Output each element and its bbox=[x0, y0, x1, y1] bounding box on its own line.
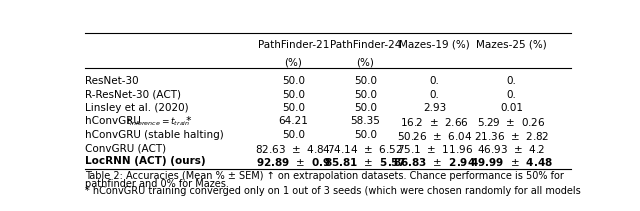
Text: (%): (%) bbox=[284, 58, 302, 68]
Text: ConvGRU (ACT): ConvGRU (ACT) bbox=[85, 143, 166, 153]
Text: Linsley et al. (2020): Linsley et al. (2020) bbox=[85, 103, 189, 113]
Text: ResNet-30: ResNet-30 bbox=[85, 77, 139, 87]
Text: LocRNN (ACT) (ours): LocRNN (ACT) (ours) bbox=[85, 156, 205, 166]
Text: 50.0: 50.0 bbox=[354, 90, 377, 100]
Text: 64.21: 64.21 bbox=[278, 116, 308, 126]
Text: 50.0: 50.0 bbox=[282, 103, 305, 113]
Text: PathFinder-24: PathFinder-24 bbox=[330, 40, 401, 50]
Text: 21.36  $\pm$  2.82: 21.36 $\pm$ 2.82 bbox=[474, 130, 549, 142]
Text: 50.0: 50.0 bbox=[282, 77, 305, 87]
Text: hConvGRU (stable halting): hConvGRU (stable halting) bbox=[85, 130, 224, 140]
Text: 0.: 0. bbox=[429, 90, 440, 100]
Text: * hConvGRU training converged only on 1 out of 3 seeds (which were chosen random: * hConvGRU training converged only on 1 … bbox=[85, 187, 580, 196]
Text: 50.0: 50.0 bbox=[282, 90, 305, 100]
Text: Mazes-19 (%): Mazes-19 (%) bbox=[399, 40, 470, 50]
Text: hConvGRU: hConvGRU bbox=[85, 116, 144, 126]
Text: 0.: 0. bbox=[507, 90, 516, 100]
Text: (%): (%) bbox=[356, 58, 374, 68]
Text: pathfinder and 0% for Mazes.: pathfinder and 0% for Mazes. bbox=[85, 179, 229, 189]
Text: 82.63  $\pm$  4.84: 82.63 $\pm$ 4.84 bbox=[255, 143, 332, 155]
Text: 50.0: 50.0 bbox=[354, 103, 377, 113]
Text: 86.83  $\pm$  2.94: 86.83 $\pm$ 2.94 bbox=[393, 156, 476, 168]
Text: 75.1  $\pm$  11.96: 75.1 $\pm$ 11.96 bbox=[397, 143, 473, 155]
Text: 50.0: 50.0 bbox=[354, 77, 377, 87]
Text: 0.: 0. bbox=[429, 77, 440, 87]
Text: 0.01: 0.01 bbox=[500, 103, 523, 113]
Text: 50.26  $\pm$  6.04: 50.26 $\pm$ 6.04 bbox=[397, 130, 472, 142]
Text: R-ResNet-30 (ACT): R-ResNet-30 (ACT) bbox=[85, 90, 181, 100]
Text: Table 2: Accuracies (Mean % ± SEM) ↑ on extrapolation datasets. Chance performan: Table 2: Accuracies (Mean % ± SEM) ↑ on … bbox=[85, 171, 564, 181]
Text: 0.: 0. bbox=[507, 77, 516, 87]
Text: 50.0: 50.0 bbox=[354, 130, 377, 140]
Text: *: * bbox=[182, 116, 191, 126]
Text: 49.99  $\pm$  4.48: 49.99 $\pm$ 4.48 bbox=[470, 156, 553, 168]
Text: PathFinder-21: PathFinder-21 bbox=[257, 40, 329, 50]
Text: 5.29  $\pm$  0.26: 5.29 $\pm$ 0.26 bbox=[477, 116, 545, 128]
Text: Mazes-25 (%): Mazes-25 (%) bbox=[476, 40, 547, 50]
Text: 74.14  $\pm$  6.52: 74.14 $\pm$ 6.52 bbox=[328, 143, 403, 155]
Text: 58.35: 58.35 bbox=[350, 116, 380, 126]
Text: 85.81  $\pm$  5.57: 85.81 $\pm$ 5.57 bbox=[324, 156, 406, 168]
Text: 92.89  $\pm$  0.9: 92.89 $\pm$ 0.9 bbox=[255, 156, 331, 168]
Text: $t_{\it inference} = t_{\it train}$: $t_{\it inference} = t_{\it train}$ bbox=[125, 116, 190, 128]
Text: 46.93  $\pm$  4.2: 46.93 $\pm$ 4.2 bbox=[477, 143, 546, 155]
Text: 50.0: 50.0 bbox=[282, 130, 305, 140]
Text: 2.93: 2.93 bbox=[423, 103, 446, 113]
Text: 16.2  $\pm$  2.66: 16.2 $\pm$ 2.66 bbox=[400, 116, 469, 128]
